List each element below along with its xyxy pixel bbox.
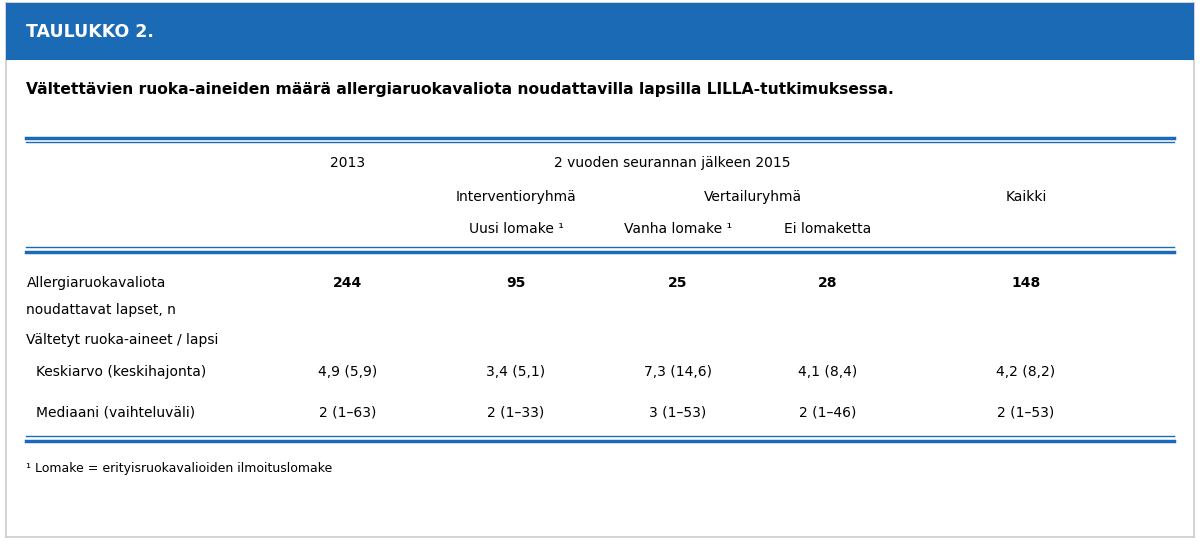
- Text: Vältetyt ruoka-aineet / lapsi: Vältetyt ruoka-aineet / lapsi: [26, 333, 218, 347]
- Text: TAULUKKO 2.: TAULUKKO 2.: [26, 23, 155, 40]
- Text: Vanha lomake ¹: Vanha lomake ¹: [624, 222, 732, 236]
- Text: Kaikki: Kaikki: [1006, 190, 1046, 204]
- Text: Mediaani (vaihteluväli): Mediaani (vaihteluväli): [36, 406, 196, 420]
- Text: 2 (1–63): 2 (1–63): [319, 406, 377, 420]
- Text: Uusi lomake ¹: Uusi lomake ¹: [468, 222, 564, 236]
- Text: ¹ Lomake = erityisruokavalioiden ilmoituslomake: ¹ Lomake = erityisruokavalioiden ilmoitu…: [26, 462, 332, 475]
- Text: 3,4 (5,1): 3,4 (5,1): [486, 365, 546, 379]
- Text: 2 (1–46): 2 (1–46): [799, 406, 857, 420]
- Text: 4,2 (8,2): 4,2 (8,2): [996, 365, 1056, 379]
- Text: 2 vuoden seurannan jälkeen 2015: 2 vuoden seurannan jälkeen 2015: [553, 156, 791, 170]
- Text: 148: 148: [1012, 276, 1040, 290]
- Text: 3 (1–53): 3 (1–53): [649, 406, 707, 420]
- Text: 4,1 (8,4): 4,1 (8,4): [798, 365, 858, 379]
- Text: 2013: 2013: [330, 156, 366, 170]
- Text: Keskiarvo (keskihajonta): Keskiarvo (keskihajonta): [36, 365, 206, 379]
- Text: Allergiaruokavaliota: Allergiaruokavaliota: [26, 276, 166, 290]
- Text: noudattavat lapset, n: noudattavat lapset, n: [26, 303, 176, 317]
- Text: 7,3 (14,6): 7,3 (14,6): [644, 365, 712, 379]
- Text: 95: 95: [506, 276, 526, 290]
- Text: Vältettävien ruoka-aineiden määrä allergiaruokavaliota noudattavilla lapsilla LI: Vältettävien ruoka-aineiden määrä allerg…: [26, 82, 894, 97]
- Text: 25: 25: [668, 276, 688, 290]
- Text: 2 (1–33): 2 (1–33): [487, 406, 545, 420]
- Bar: [6, 3, 1194, 60]
- Text: 2 (1–53): 2 (1–53): [997, 406, 1055, 420]
- Text: 28: 28: [818, 276, 838, 290]
- Text: Vertailuryhmä: Vertailuryhmä: [704, 190, 802, 204]
- Text: Ei lomaketta: Ei lomaketta: [785, 222, 871, 236]
- Text: 4,9 (5,9): 4,9 (5,9): [318, 365, 378, 379]
- Text: 244: 244: [334, 276, 362, 290]
- Text: Interventioryhmä: Interventioryhmä: [456, 190, 576, 204]
